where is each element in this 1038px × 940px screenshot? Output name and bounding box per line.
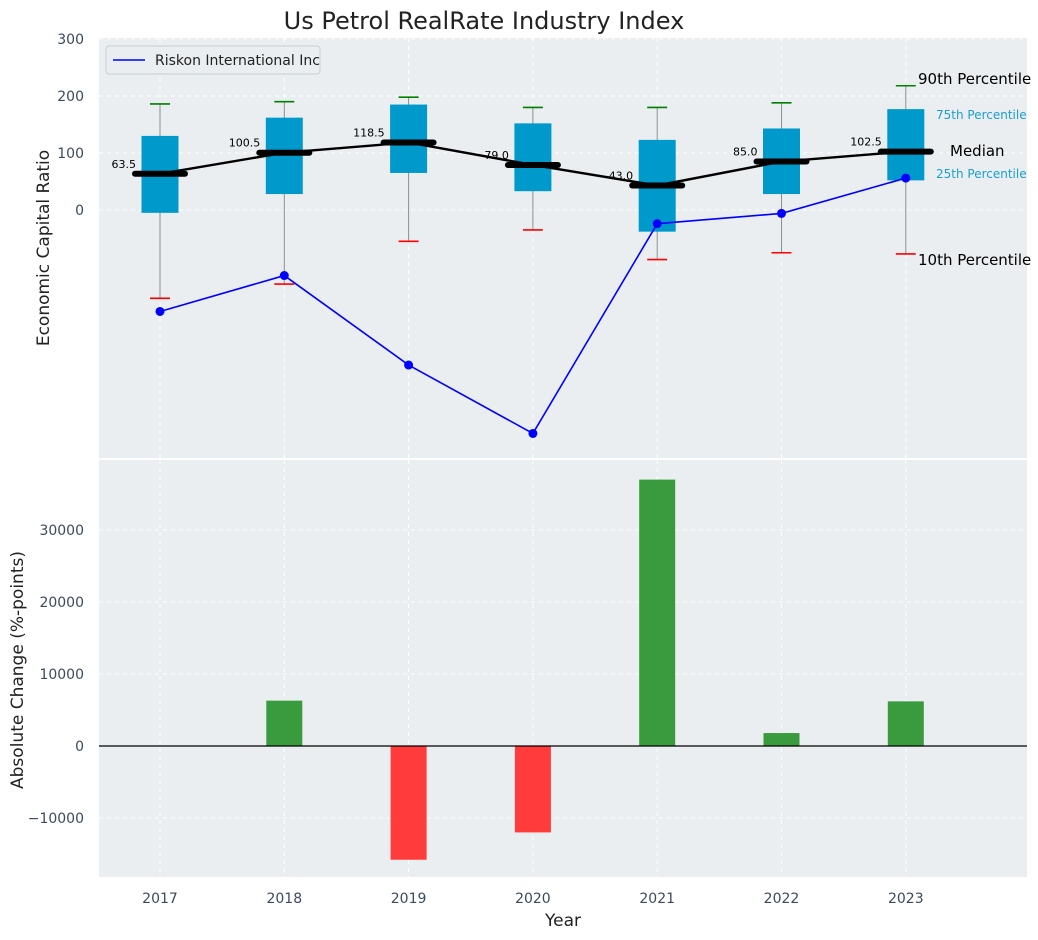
top-y-tick-label: 200 xyxy=(57,89,84,105)
company-line-group xyxy=(155,173,911,438)
boxplot-2019: 118.5 xyxy=(353,96,437,243)
company-point-2017 xyxy=(155,306,165,316)
annotation-25th: 25th Percentile xyxy=(936,167,1027,181)
bar-2023 xyxy=(887,701,924,746)
bottom-y-tick-label: 30000 xyxy=(39,523,84,539)
bar-2018 xyxy=(266,700,303,746)
company-point-2023 xyxy=(901,173,911,183)
legend: Riskon International Inc xyxy=(105,45,321,75)
top-y-tick-label: 300 xyxy=(57,32,84,48)
x-tick-label: 2022 xyxy=(764,891,800,907)
company-point-2022 xyxy=(777,208,786,218)
bar-2022 xyxy=(763,733,800,746)
bars xyxy=(266,479,924,860)
bar-2021 xyxy=(639,479,676,746)
bottom-y-tick-label: −10000 xyxy=(28,811,84,827)
company-point-2020 xyxy=(528,428,538,438)
bottom-panel-background xyxy=(99,460,1027,877)
boxplot-2017: 63.5 xyxy=(112,103,188,300)
box-iqr xyxy=(887,109,925,181)
bar-2019 xyxy=(390,746,427,860)
median-value-label: 100.5 xyxy=(229,137,261,150)
legend-company-label: Riskon International Inc xyxy=(155,53,320,69)
boxplot-2023: 102.5 xyxy=(850,84,934,255)
company-point-2018 xyxy=(279,271,289,281)
top-panel-background xyxy=(99,38,1027,458)
top-y-ticks: 0 100 200 300 xyxy=(57,32,84,219)
legend-box xyxy=(105,45,321,75)
annotation-median: Median xyxy=(950,142,1005,160)
x-tick-label: 2020 xyxy=(515,891,551,907)
box-iqr xyxy=(514,123,552,192)
company-point-2019 xyxy=(404,360,414,370)
median-value-label: 102.5 xyxy=(850,136,882,149)
top-y-tick-label: 0 xyxy=(75,203,84,219)
median-line-group xyxy=(159,141,906,187)
annotation-90th: 90th Percentile xyxy=(918,70,1031,88)
annotation-10th: 10th Percentile xyxy=(918,251,1031,269)
x-tick-label: 2017 xyxy=(142,891,178,907)
x-tick-label: 2019 xyxy=(391,891,427,907)
median-value-label: 85.0 xyxy=(733,146,758,159)
annotation-75th: 75th Percentile xyxy=(936,108,1027,122)
top-y-axis-title: Economic Capital Ratio xyxy=(34,150,54,346)
bottom-y-ticks: −10000 0 10000 20000 30000 xyxy=(28,523,84,827)
x-ticks: 2017 2018 2019 2020 2021 2022 2023 xyxy=(142,891,923,907)
chart-title: Us Petrol RealRate Industry Index xyxy=(284,7,685,35)
median-value-label: 63.5 xyxy=(112,158,137,171)
bottom-y-tick-label: 20000 xyxy=(39,595,84,611)
median-trend-line xyxy=(159,141,906,187)
bar-2020 xyxy=(514,746,551,833)
company-point-2021 xyxy=(652,219,662,229)
box-iqr xyxy=(390,104,428,173)
median-value-label: 118.5 xyxy=(353,126,385,139)
bottom-y-tick-label: 0 xyxy=(75,739,84,755)
bottom-y-tick-label: 10000 xyxy=(39,667,84,683)
x-tick-label: 2018 xyxy=(266,891,302,907)
x-tick-label: 2023 xyxy=(888,891,924,907)
top-y-tick-label: 100 xyxy=(57,146,84,162)
x-axis-title: Year xyxy=(544,911,581,931)
x-tick-label: 2021 xyxy=(639,891,675,907)
bottom-y-axis-title: Absolute Change (%-points) xyxy=(8,551,28,789)
